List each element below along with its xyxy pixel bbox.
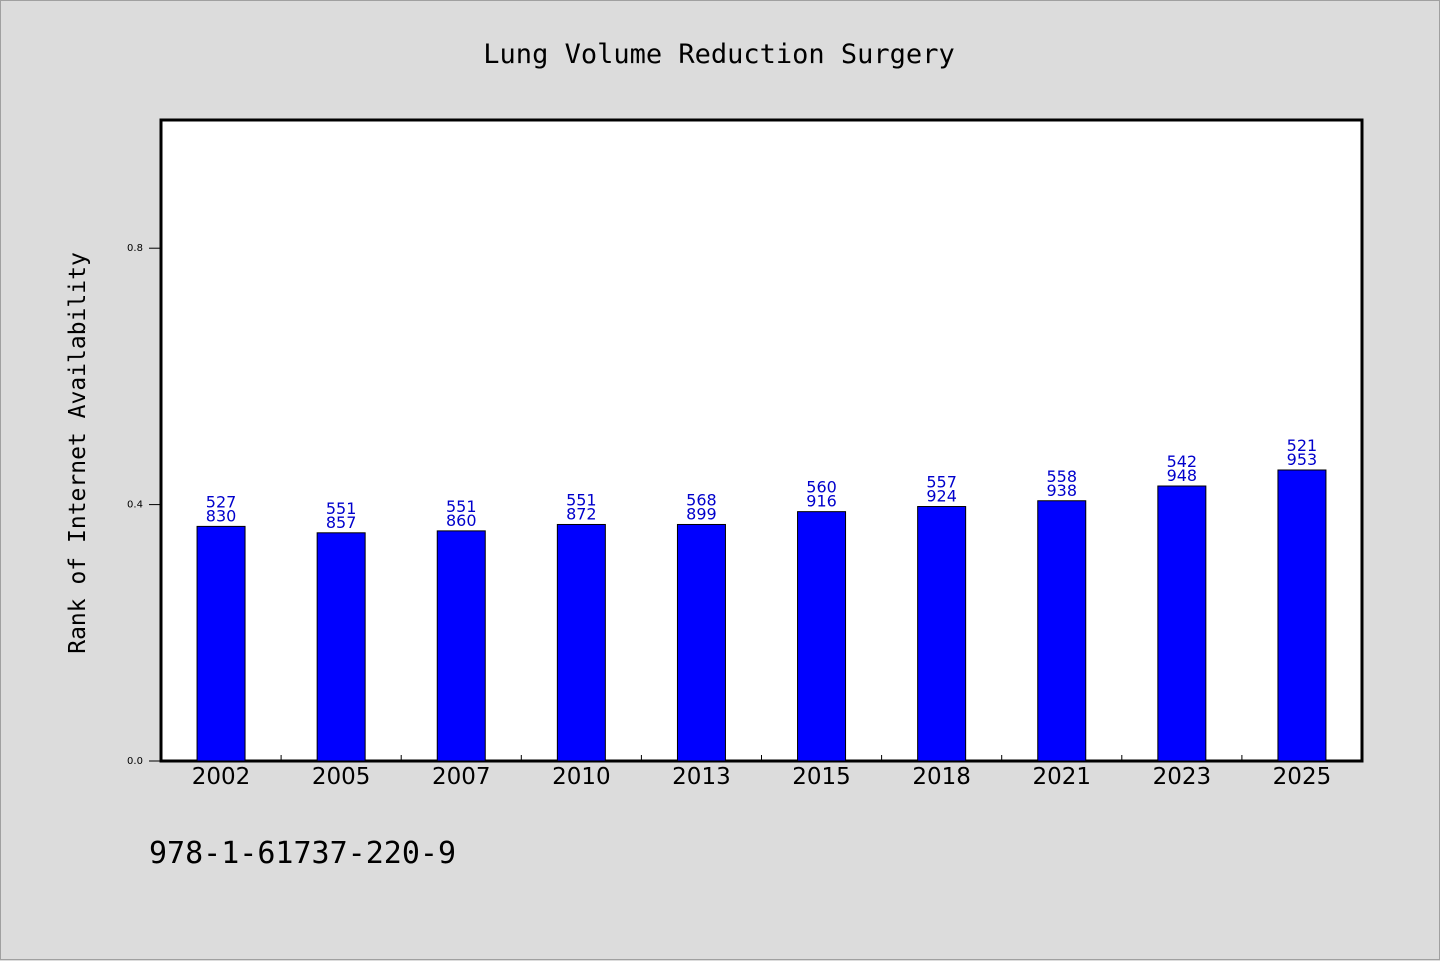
y-tick-label: 0.0	[127, 756, 143, 767]
data-label-top: 568	[686, 490, 717, 509]
bar-2005	[316, 532, 366, 762]
axis-ticks: 0.0 0.4 0.8	[127, 243, 1243, 767]
x-tick-label: 2018	[912, 764, 971, 790]
y-axis-label: Rank of Internet Availability	[65, 252, 91, 654]
data-label-bottom: 924	[926, 487, 957, 506]
data-label-bottom: 860	[446, 511, 477, 530]
data-label-top: 551	[326, 499, 357, 518]
data-label-top: 551	[566, 490, 597, 509]
data-label-bottom: 916	[806, 492, 837, 511]
x-tick-label: 2013	[672, 764, 731, 790]
y-tick-label: 0.4	[127, 500, 143, 511]
data-label-top: 557	[926, 473, 957, 492]
data-labels: 2002527830200555185720075518602010551872…	[192, 436, 1331, 790]
data-label-bottom: 938	[1046, 481, 1077, 500]
x-tick-label: 2005	[312, 764, 371, 790]
x-tick-label: 2025	[1273, 764, 1332, 790]
data-label-top: 560	[806, 478, 837, 497]
x-tick-label: 2023	[1153, 764, 1212, 790]
bars	[196, 469, 1327, 762]
x-tick-label: 2002	[192, 764, 251, 790]
data-label-top: 542	[1167, 452, 1198, 471]
bar-2023	[1157, 485, 1207, 762]
bar-2025	[1277, 469, 1327, 762]
bar-2007	[436, 530, 486, 762]
bar-2015	[797, 511, 847, 762]
data-label-bottom: 830	[206, 506, 237, 525]
data-label-bottom: 872	[566, 504, 597, 523]
x-tick-label: 2007	[432, 764, 491, 790]
isbn-footer: 978-1-61737-220-9	[149, 836, 456, 871]
bar-2013	[676, 523, 726, 762]
data-label-bottom: 857	[326, 513, 357, 532]
data-label-top: 521	[1287, 436, 1318, 455]
data-label-bottom: 948	[1167, 466, 1198, 485]
data-label-top: 551	[446, 497, 477, 516]
data-label-top: 558	[1046, 467, 1077, 486]
x-tick-label: 2010	[552, 764, 611, 790]
x-tick-label: 2015	[792, 764, 851, 790]
y-tick-label: 0.8	[127, 243, 143, 254]
chart-title: Lung Volume Reduction Surgery	[483, 39, 954, 70]
data-label-top: 527	[206, 492, 237, 511]
x-tick-label: 2021	[1032, 764, 1091, 790]
bar-2021	[1037, 500, 1087, 762]
bar-2010	[556, 523, 606, 762]
data-label-bottom: 899	[686, 504, 717, 523]
bar-2002	[196, 525, 246, 762]
data-label-bottom: 953	[1287, 450, 1318, 469]
bar-2018	[917, 506, 967, 762]
